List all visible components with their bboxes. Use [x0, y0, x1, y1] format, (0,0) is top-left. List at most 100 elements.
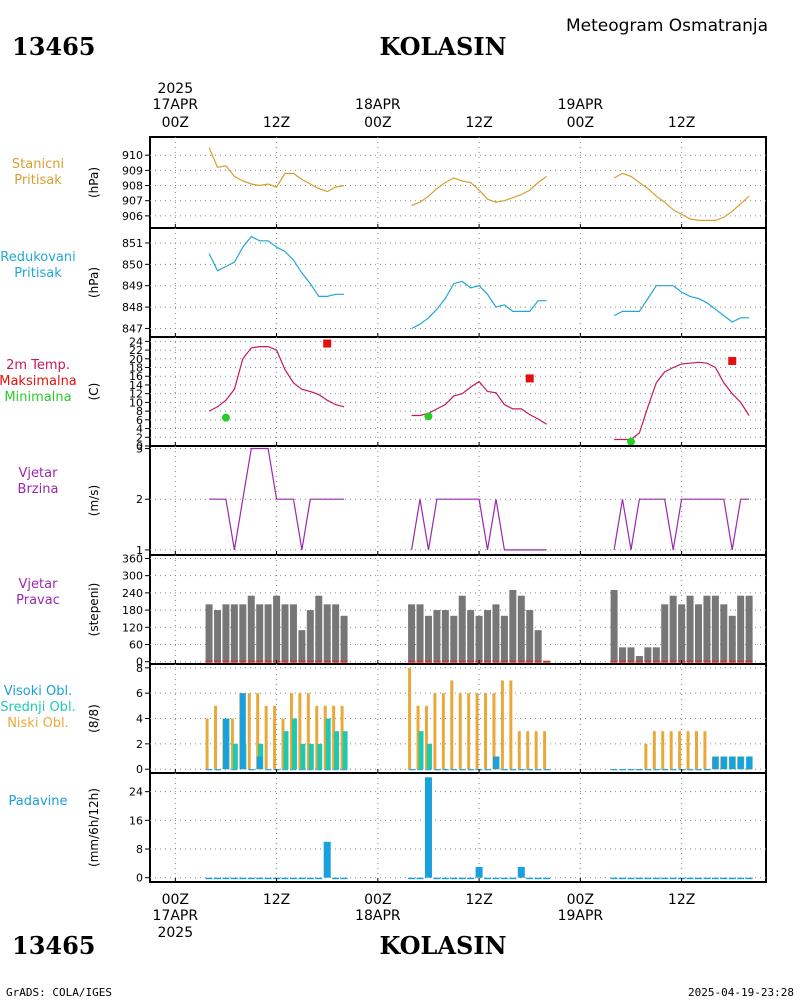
y-tick-label: 1 — [136, 544, 143, 557]
wind-direction-bar — [298, 630, 306, 662]
panel-label: Padavine — [9, 794, 68, 809]
wind-direction-bar — [239, 604, 247, 662]
precipitation-bar — [467, 877, 475, 880]
wind-direction-bar — [332, 604, 340, 662]
wind-direction-base-mark — [711, 660, 719, 663]
bottom-year-label: 2025 — [157, 925, 193, 941]
precipitation-bar — [205, 877, 213, 880]
precipitation-bar — [711, 877, 719, 880]
wind-direction-bar — [661, 604, 669, 662]
precipitation-bar — [323, 841, 331, 878]
low-cloud-bar — [543, 731, 547, 770]
precipitation-bar — [652, 877, 660, 880]
precipitation-bar — [433, 877, 441, 880]
wind-direction-base-mark — [247, 660, 255, 663]
station-pressure-series-line — [613, 172, 750, 221]
low-cloud-bar — [323, 705, 327, 770]
high-cloud-bar — [695, 769, 702, 771]
wind-direction-base-mark — [408, 660, 416, 663]
mid-cloud-bar — [426, 743, 432, 770]
wind-direction-bar — [205, 604, 213, 662]
high-cloud-bar — [518, 769, 525, 771]
low-cloud-bar — [745, 769, 749, 771]
low-cloud-bar — [458, 693, 462, 770]
high-cloud-bar — [661, 769, 668, 771]
wind-direction-base-mark — [526, 660, 534, 663]
panel-label: Pravac — [16, 593, 60, 608]
wind-direction-bar — [424, 615, 432, 662]
precipitation-bar — [619, 877, 627, 880]
wind-direction-bar — [678, 604, 686, 662]
station-pressure-series-line — [208, 147, 345, 193]
y-tick-label: 0 — [136, 763, 143, 776]
low-cloud-bar — [678, 731, 682, 770]
panel-label: Maksimalna — [0, 374, 77, 389]
bottom-hour-label: 00Z — [567, 892, 594, 908]
high-cloud-bar — [535, 769, 542, 771]
y-tick-label: 848 — [122, 301, 143, 314]
wind-direction-base-mark — [635, 660, 643, 663]
low-cloud-bar — [484, 693, 488, 770]
low-cloud-bar — [652, 731, 656, 770]
y-tick-label: 847 — [122, 322, 143, 335]
wind-direction-base-mark — [543, 660, 551, 663]
high-cloud-bar — [425, 769, 432, 771]
precipitation-bar — [509, 877, 517, 880]
wind-direction-base-mark — [323, 660, 331, 663]
y-tick-label: 849 — [122, 280, 143, 293]
high-cloud-bar — [214, 769, 221, 771]
top-date-label: 18APR — [355, 97, 401, 113]
wind-direction-bar — [416, 604, 424, 662]
wind-direction-base-mark — [230, 660, 238, 663]
max-temp-marker — [525, 374, 534, 383]
low-cloud-bar — [509, 680, 513, 770]
low-cloud-bar — [256, 693, 260, 770]
top-hour-label: 00Z — [567, 115, 594, 131]
wind-direction-bar — [441, 610, 449, 662]
low-cloud-bar — [644, 743, 648, 770]
y-tick-label: 12 — [129, 388, 143, 401]
y-tick-label: 8 — [136, 662, 143, 675]
low-cloud-bar — [661, 731, 665, 770]
y-tick-label: 6 — [136, 414, 143, 427]
page-title: Meteogram Osmatranja — [566, 16, 768, 36]
wind-direction-bar — [289, 604, 297, 662]
high-cloud-bar — [737, 756, 744, 770]
precipitation-bar — [610, 877, 618, 880]
low-cloud-bar — [517, 731, 521, 770]
y-axis-label: (hPa) — [87, 167, 101, 198]
wind-direction-base-mark — [289, 660, 297, 663]
high-cloud-bar — [653, 769, 660, 771]
wind-direction-bar — [475, 615, 483, 662]
wind-direction-base-mark — [315, 660, 323, 663]
wind-direction-bar — [256, 604, 264, 662]
precipitation-bar — [416, 877, 424, 880]
high-cloud-bar — [248, 769, 255, 771]
bottom-hour-label: 00Z — [364, 892, 391, 908]
low-cloud-bar — [467, 693, 471, 770]
wind-speed-series-line — [411, 498, 547, 551]
precipitation-bar — [635, 877, 643, 880]
min-temp-marker — [424, 412, 433, 421]
precipitation-panel: 0 8 16 24 (mm/6h/12h) Padavine — [9, 772, 767, 885]
panel-label: Vjetar — [19, 577, 59, 592]
y-tick-label: 6 — [136, 687, 143, 700]
high-cloud-bar — [526, 769, 533, 771]
low-cloud-bar — [298, 693, 302, 770]
wind-direction-bar — [500, 615, 508, 662]
high-cloud-bar — [433, 769, 440, 771]
y-tick-label: 300 — [122, 570, 143, 583]
precipitation-bar — [728, 877, 736, 880]
precipitation-bar — [264, 877, 272, 880]
y-tick-label: 0 — [136, 440, 143, 453]
mid-cloud-bar — [291, 718, 297, 770]
wind-direction-bar — [627, 647, 635, 662]
y-tick-label: 3 — [136, 443, 143, 456]
precipitation-bar — [247, 877, 255, 880]
high-cloud-bar — [611, 769, 618, 771]
panel-frame — [149, 772, 767, 883]
low-cloud-bar — [214, 705, 218, 770]
low-cloud-bar — [686, 731, 690, 770]
